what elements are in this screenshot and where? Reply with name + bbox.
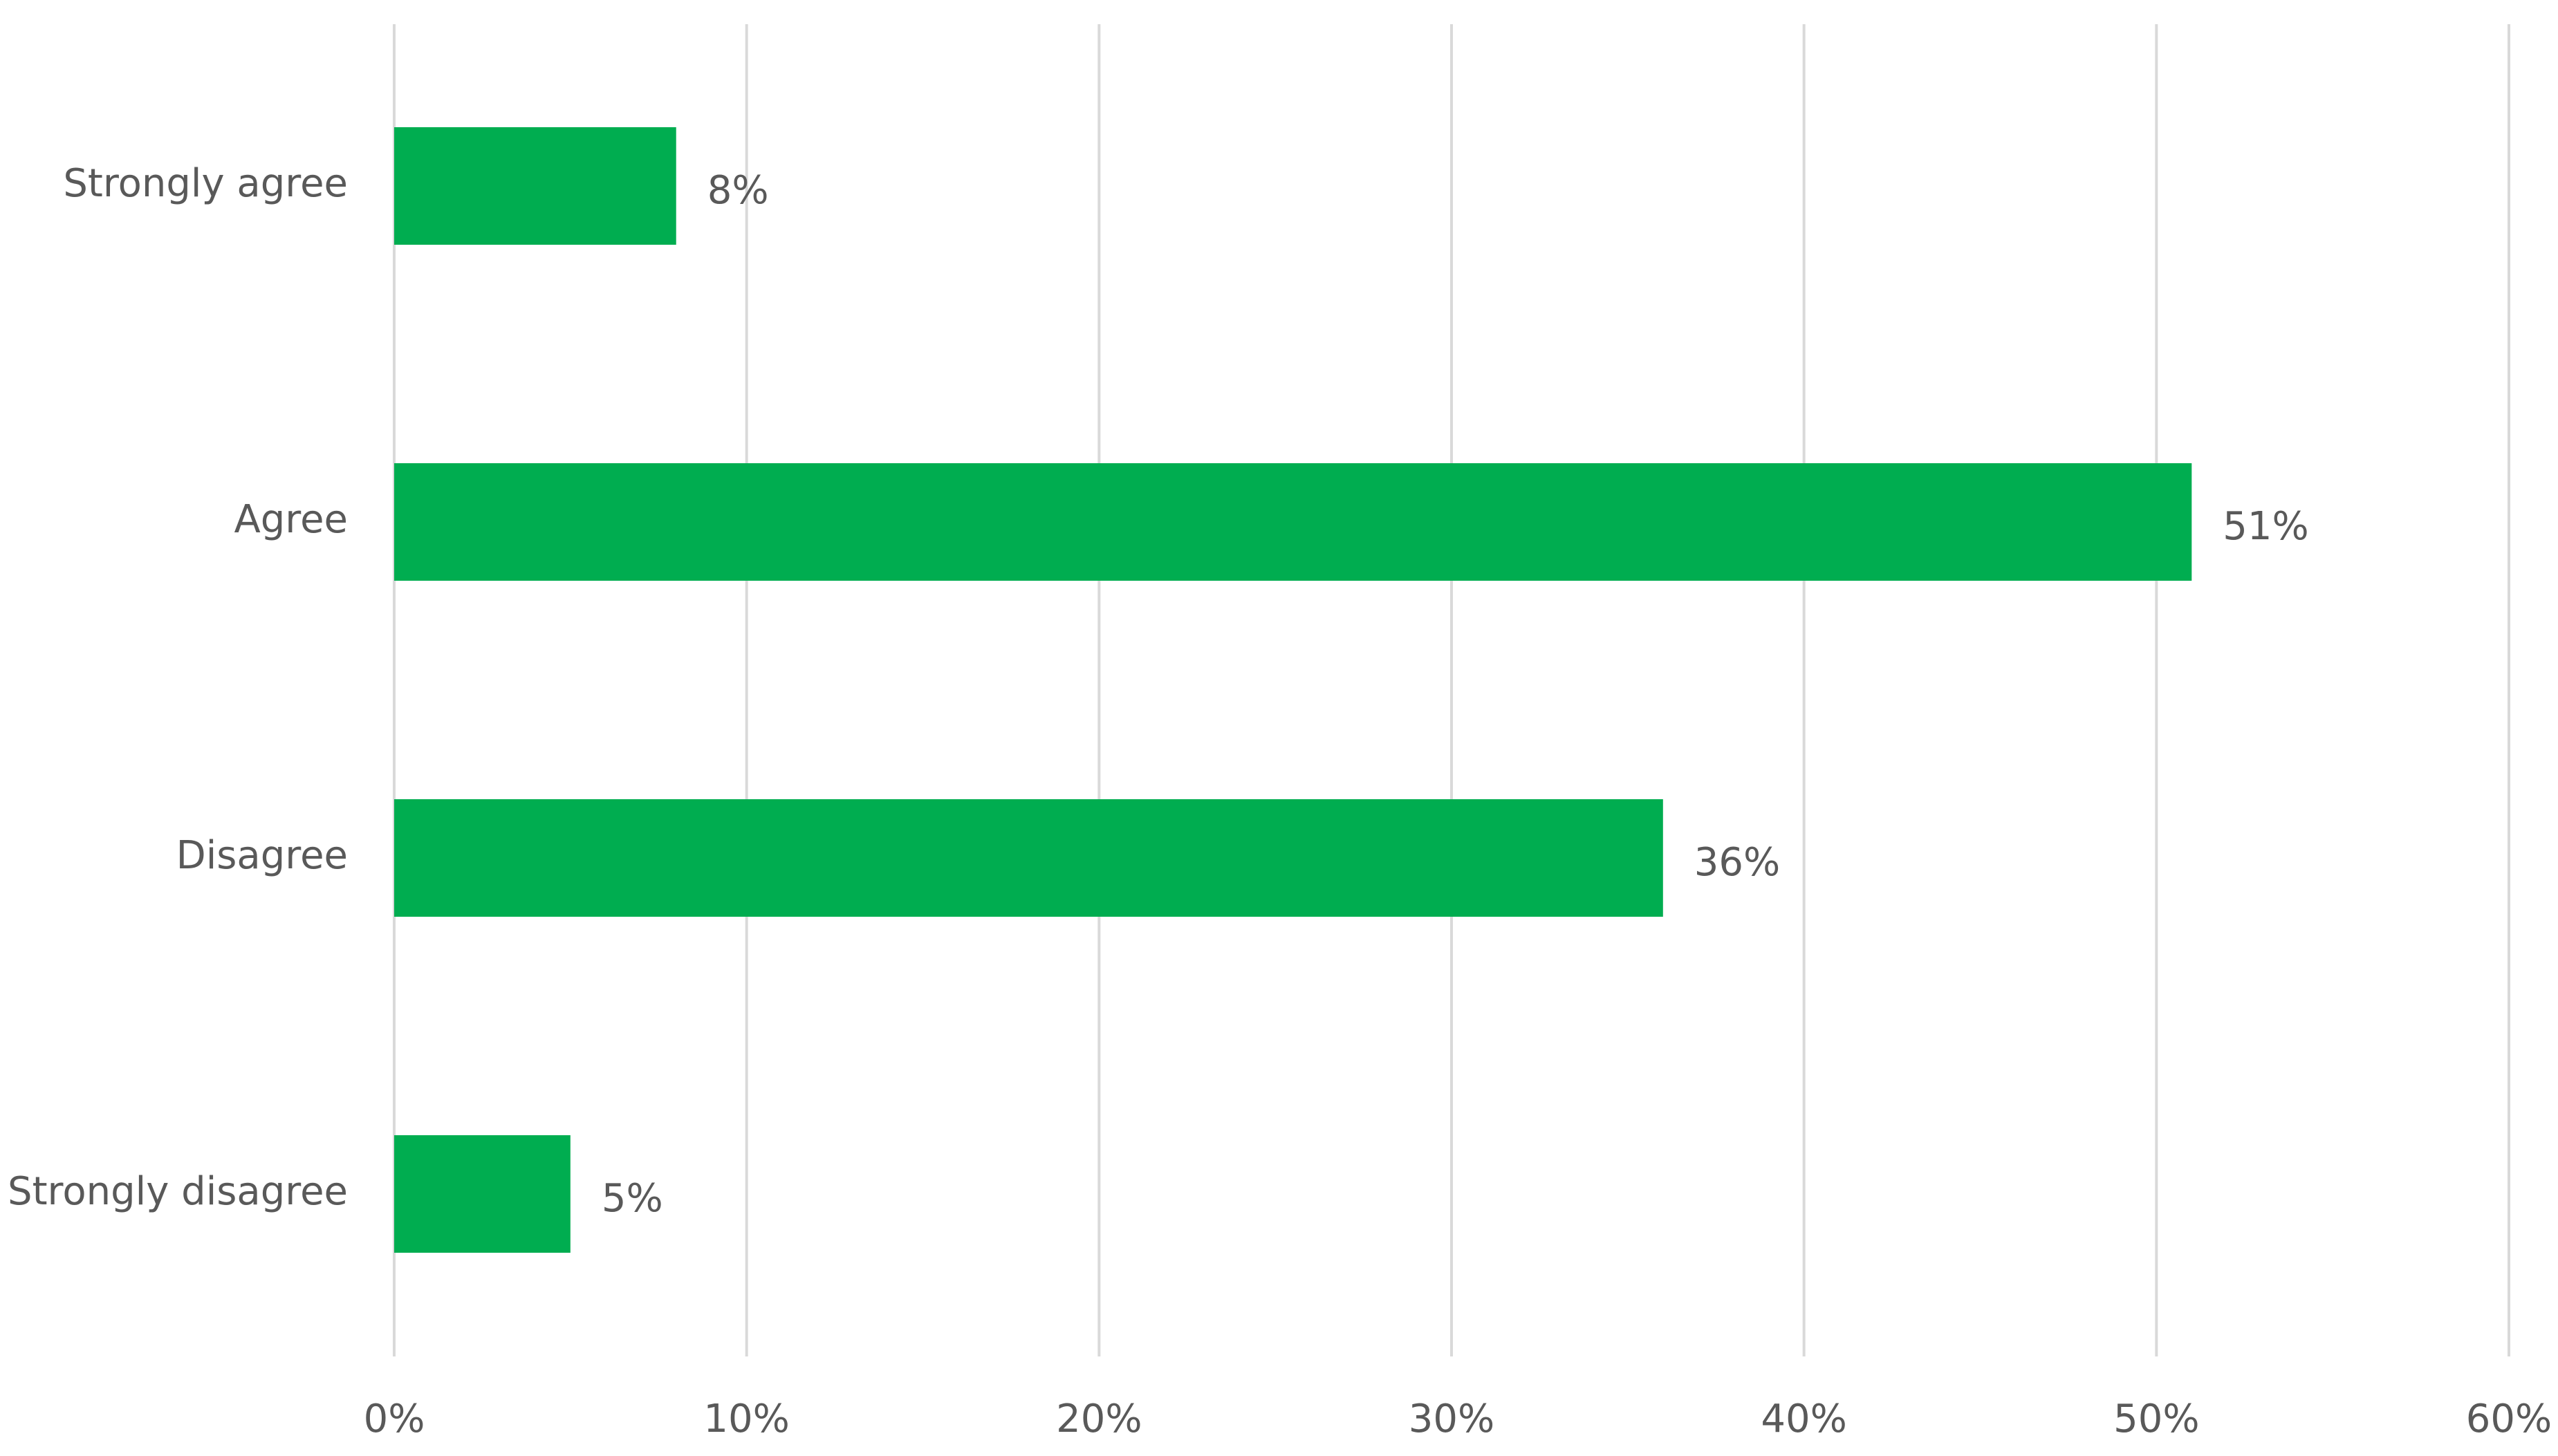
y-tick-label: Agree — [234, 497, 348, 542]
x-tick-label: 10% — [703, 1397, 789, 1441]
value-label: 36% — [1694, 840, 1780, 885]
x-tick-label: 20% — [1056, 1397, 1142, 1441]
bar — [394, 1135, 571, 1253]
value-label: 8% — [707, 168, 769, 213]
x-tick-label: 60% — [2466, 1397, 2552, 1441]
x-tick-label: 30% — [1409, 1397, 1494, 1441]
bar — [394, 127, 676, 245]
value-label: 51% — [2223, 504, 2308, 549]
y-tick-label: Strongly disagree — [8, 1169, 348, 1214]
bar — [394, 799, 1663, 917]
x-tick-label: 40% — [1761, 1397, 1846, 1441]
y-tick-label: Strongly agree — [63, 161, 348, 206]
x-tick-label: 0% — [364, 1397, 425, 1441]
x-tick-label: 50% — [2113, 1397, 2199, 1441]
y-tick-label: Disagree — [176, 833, 348, 878]
value-label: 5% — [602, 1176, 663, 1221]
bar — [394, 463, 2192, 581]
